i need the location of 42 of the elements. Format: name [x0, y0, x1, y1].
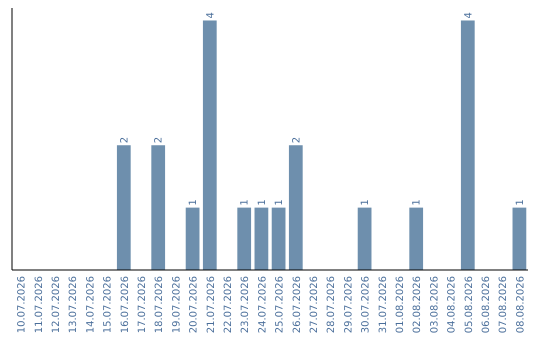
- x-tick-label: 12.07.2026: [51, 276, 62, 334]
- data-label: 2: [291, 136, 302, 144]
- x-tick-label: 23.07.2026: [240, 276, 252, 334]
- data-label: 1: [240, 199, 251, 206]
- x-tick-label: 05.08.2026: [464, 276, 475, 334]
- data-label: 1: [256, 199, 268, 206]
- x-tick-label: 31.07.2026: [378, 276, 389, 334]
- x-tick-label: 02.08.2026: [412, 276, 424, 334]
- x-tick-label: 04.08.2026: [446, 276, 458, 334]
- x-tick-label: 01.08.2026: [395, 276, 406, 334]
- x-tick-label: 24.07.2026: [257, 276, 268, 334]
- data-label: 1: [274, 199, 286, 206]
- x-tick-label: 18.07.2026: [154, 276, 166, 334]
- data-label: 1: [514, 199, 526, 206]
- data-label: 2: [154, 136, 165, 144]
- x-tick-label: 13.07.2026: [68, 276, 80, 334]
- x-tick-label: 25.07.2026: [274, 276, 286, 334]
- x-tick-label: 21.07.2026: [206, 276, 217, 334]
- data-label: 1: [360, 199, 372, 206]
- x-tick-label: 16.07.2026: [120, 276, 131, 334]
- data-label: 1: [188, 199, 200, 206]
- x-tick-label: 28.07.2026: [326, 276, 338, 334]
- x-tick-label: 14.07.2026: [85, 276, 96, 334]
- x-tick-label: 17.07.2026: [137, 276, 148, 334]
- data-label: 4: [463, 12, 474, 18]
- x-tick-label: 08.08.2026: [515, 276, 526, 334]
- x-tick-label: 07.08.2026: [498, 276, 510, 334]
- data-label: 2: [119, 136, 130, 144]
- x-tick-label: 10.07.2026: [16, 276, 28, 334]
- x-tick-label: 06.08.2026: [481, 276, 492, 334]
- x-tick-label: 11.07.2026: [34, 276, 45, 334]
- data-label: 1: [412, 199, 423, 206]
- x-tick-label: 19.07.2026: [171, 276, 182, 334]
- x-tick-label: 29.07.2026: [343, 276, 354, 334]
- x-tick-label: 26.07.2026: [292, 276, 303, 334]
- data-label: 4: [205, 12, 216, 18]
- x-tick-label: 27.07.2026: [309, 276, 320, 334]
- x-tick-label: 20.07.2026: [188, 276, 200, 334]
- x-tick-label: 03.08.2026: [429, 276, 440, 334]
- x-tick-label: 30.07.2026: [360, 276, 372, 334]
- x-tick-label: 15.07.2026: [102, 276, 114, 334]
- x-tick-label: 22.07.2026: [223, 276, 234, 334]
